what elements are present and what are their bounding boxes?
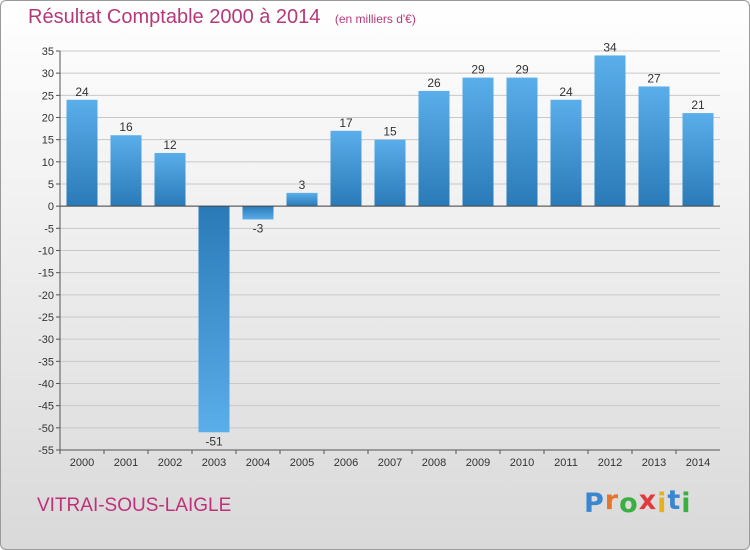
brand-letter: x [638, 485, 658, 516]
x-tick-label: 2007 [378, 457, 402, 469]
y-tick-label: -30 [38, 334, 54, 346]
x-tick-label: 2011 [554, 457, 578, 469]
y-tick-label: -55 [38, 445, 54, 457]
y-tick-label: 20 [42, 113, 54, 125]
x-tick-label: 2006 [334, 457, 358, 469]
y-tick-label: -45 [38, 401, 54, 413]
y-tick-label: -10 [38, 246, 54, 258]
value-label: -51 [205, 434, 223, 448]
value-label: 21 [691, 98, 705, 112]
chart-subtitle: (en milliers d'€) [334, 12, 416, 26]
bar [506, 77, 538, 207]
y-tick-label: 15 [42, 135, 54, 147]
value-labels: 24 16 12 -51 -3 3 17 15 26 29 29 24 34 27 21 [75, 40, 705, 448]
x-tick-label: 2000 [70, 457, 94, 469]
x-tick-label: 2004 [246, 457, 270, 469]
y-tick-label: 10 [42, 157, 54, 169]
bar [154, 152, 186, 207]
y-tick-label: 25 [42, 90, 54, 102]
brand-letter: r [604, 485, 620, 516]
bar [286, 192, 318, 207]
value-label: 3 [299, 178, 306, 192]
x-tick-label: 2003 [202, 457, 226, 469]
x-tick-label: 2001 [114, 457, 138, 469]
y-tick-label: 35 [42, 46, 54, 58]
bar [638, 86, 670, 207]
value-label: 15 [383, 125, 397, 139]
bar [418, 90, 450, 207]
x-tick-label: 2013 [642, 457, 666, 469]
bar [594, 55, 626, 207]
commune-name: VITRAI-SOUS-LAIGLE [37, 495, 232, 516]
y-tick-label: 30 [42, 68, 54, 80]
y-tick-label: -35 [38, 356, 54, 368]
y-tick-label: -20 [38, 290, 54, 302]
x-tick-label: 2012 [598, 457, 622, 469]
y-tick-labels: -55-50-45-40-35-30-25-20-15-10-505101520… [38, 46, 54, 457]
value-label: 17 [339, 116, 353, 130]
bar [374, 139, 406, 207]
chart-title-block: Résultat Comptable 2000 à 2014 (en milli… [28, 6, 416, 29]
x-tick-label: 2008 [422, 457, 446, 469]
value-label: 27 [647, 71, 661, 85]
brand-letter: i [657, 488, 668, 519]
y-tick-label: -25 [38, 312, 54, 324]
chart-title: Résultat Comptable 2000 à 2014 [28, 6, 321, 28]
y-tick-label: -15 [38, 268, 54, 280]
bar [198, 206, 230, 433]
bars [66, 55, 714, 433]
value-label: -3 [253, 221, 264, 235]
axes [59, 51, 720, 451]
brand-letter: t [667, 485, 682, 516]
x-tick-label: 2009 [466, 457, 490, 469]
x-tick-label: 2014 [686, 457, 710, 469]
brand-letter: i [681, 488, 692, 519]
brand-logo: Proxiti [584, 485, 692, 519]
bar [110, 135, 142, 207]
x-tick-label: 2010 [510, 457, 534, 469]
bar [242, 206, 274, 220]
value-label: 24 [559, 85, 573, 99]
x-tick-labels: 2000 2001 2002 2003 2004 2005 2006 2007 2008 2009… [70, 457, 710, 469]
x-tick-label: 2002 [158, 457, 182, 469]
y-tick-label: -50 [38, 423, 54, 435]
value-label: 29 [471, 63, 485, 77]
value-label: 29 [515, 63, 529, 77]
bar [462, 77, 494, 207]
bar [66, 99, 98, 207]
value-label: 12 [163, 138, 177, 152]
y-tick-label: -5 [44, 223, 54, 235]
y-tick-label: 0 [48, 201, 54, 213]
brand-letter: P [584, 488, 605, 519]
bar [330, 130, 362, 207]
bar [682, 113, 714, 207]
value-label: 24 [75, 85, 89, 99]
value-label: 16 [119, 120, 133, 134]
y-tick-label: 5 [48, 179, 54, 191]
brand-letter: o [619, 488, 639, 519]
value-label: 34 [603, 40, 617, 54]
x-tick-label: 2005 [290, 457, 314, 469]
value-label: 26 [427, 76, 441, 90]
y-tick-label: -40 [38, 379, 54, 391]
bar [550, 99, 582, 207]
